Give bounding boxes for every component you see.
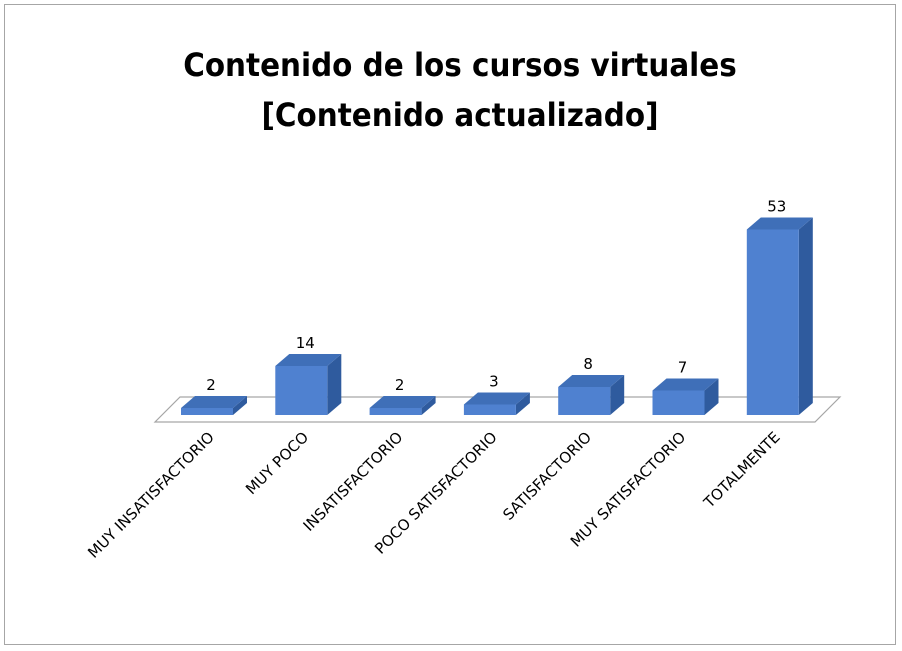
bar-side <box>327 354 342 415</box>
bar-front <box>746 229 799 415</box>
chart-title: Contenido de los cursos virtuales [Conte… <box>183 46 737 134</box>
bar-front <box>181 408 233 415</box>
bar-top <box>652 378 719 391</box>
value-label: 53 <box>767 198 786 216</box>
bar-top <box>746 217 813 230</box>
bar-side <box>704 378 719 415</box>
bar-front <box>652 390 705 415</box>
x-tick-label: INSATISFACTORIO <box>300 428 407 535</box>
value-label: 2 <box>206 376 216 394</box>
bar <box>652 378 719 415</box>
bar-front <box>463 404 516 415</box>
x-tick-label: MUY POCO <box>242 428 312 498</box>
bar <box>369 396 436 415</box>
value-label: 3 <box>489 373 499 391</box>
bar-side <box>233 396 247 415</box>
bar-side <box>798 217 813 415</box>
value-label: 7 <box>678 359 688 377</box>
bar-side <box>610 375 625 415</box>
value-label: 2 <box>395 376 405 394</box>
x-tick-label: SATISFACTORIO <box>499 428 595 524</box>
bar-top <box>275 354 342 366</box>
bar <box>275 354 342 415</box>
bar-front <box>558 387 611 415</box>
x-tick-label: TOTALMENTE <box>700 428 784 512</box>
x-tick-label: MUY INSATISFACTORIO <box>84 428 218 562</box>
bar-front <box>275 366 328 415</box>
bar <box>463 392 530 415</box>
bar <box>558 375 625 415</box>
bar-side <box>421 396 436 415</box>
bar-side <box>515 392 530 415</box>
bar <box>746 217 813 415</box>
bar <box>181 396 247 415</box>
chart-frame <box>4 4 896 645</box>
bar-front <box>369 408 422 415</box>
bar-top <box>181 396 247 408</box>
value-label: 14 <box>296 334 315 352</box>
value-label: 8 <box>583 355 593 373</box>
bar-top <box>558 375 625 387</box>
bar-top <box>463 392 530 405</box>
bar-top <box>369 396 436 408</box>
